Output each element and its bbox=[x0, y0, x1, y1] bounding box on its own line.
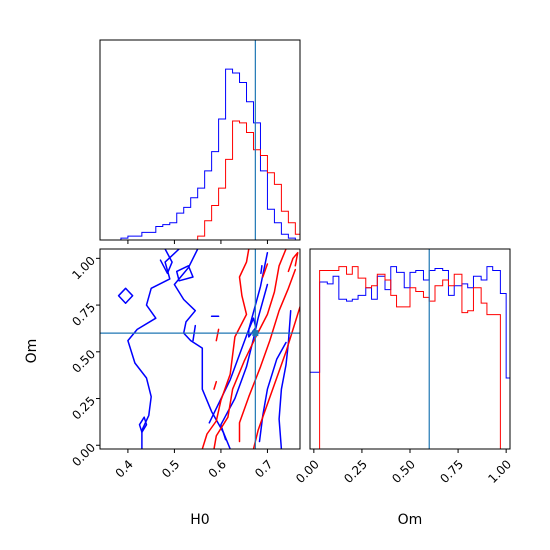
contour-y-tick-label-2: 0.50 bbox=[69, 347, 98, 376]
h0-histogram-panel bbox=[99, 39, 301, 244]
contour-line-1 bbox=[173, 249, 231, 449]
contour-x-tick-label-2: 0.6 bbox=[206, 457, 229, 480]
contour-line-15 bbox=[213, 249, 287, 449]
contour-x-tick-label-1: 0.5 bbox=[159, 457, 182, 480]
contour-line-21 bbox=[215, 328, 220, 342]
contour-axes-frame bbox=[99, 248, 301, 450]
om-x-tick-label-4: 1.00 bbox=[485, 457, 514, 486]
contour-y-tick-label-0: 0.00 bbox=[69, 440, 98, 469]
contour-line-19 bbox=[262, 263, 269, 278]
contour-y-tick-label-1: 0.25 bbox=[69, 394, 98, 423]
h0-axes-frame bbox=[99, 39, 301, 241]
om-hist-series-1 bbox=[310, 266, 510, 450]
contour-line-3 bbox=[220, 283, 269, 441]
contour-line-7 bbox=[117, 287, 134, 304]
contour-line-16 bbox=[238, 268, 297, 443]
contour-y-tick-label-3: 0.75 bbox=[69, 300, 98, 329]
om-x-tick-label-3: 0.75 bbox=[437, 457, 466, 486]
contour-lines-group bbox=[117, 249, 300, 449]
contour-line-14 bbox=[201, 249, 250, 449]
contour-line-4 bbox=[278, 309, 292, 449]
contour-x-tick-label-3: 0.7 bbox=[252, 457, 275, 480]
contour-line-17 bbox=[252, 306, 300, 449]
h0-om-contour-panel: 0.4 0.5 0.6 0.7 0.00 0.25 0.50 0.75 1.00 bbox=[69, 248, 301, 481]
contour-line-12 bbox=[260, 265, 263, 275]
contour-line-18 bbox=[287, 251, 299, 273]
contour-line-2 bbox=[208, 251, 269, 424]
truth-marker bbox=[252, 330, 259, 337]
contour-line-8 bbox=[175, 265, 194, 282]
om-histogram-panel: 0.00 0.25 0.50 0.75 1.00 bbox=[293, 248, 514, 486]
contour-y-tick-label-4: 1.00 bbox=[69, 254, 98, 283]
om-x-tick-label-1: 0.25 bbox=[341, 457, 370, 486]
x-axis-label-om: Om bbox=[398, 512, 423, 528]
contour-x-tick-label-0: 0.4 bbox=[113, 457, 136, 480]
om-x-tick-label-2: 0.50 bbox=[389, 457, 418, 486]
x-axis-label-h0: H0 bbox=[190, 512, 209, 528]
om-x-tick-label-0: 0.00 bbox=[293, 457, 322, 486]
y-axis-label-om: Om bbox=[24, 339, 40, 364]
contour-line-0 bbox=[127, 249, 180, 449]
contour-line-5 bbox=[258, 341, 287, 443]
om-hist-series-0 bbox=[309, 266, 511, 449]
contour-line-20 bbox=[213, 380, 218, 390]
contour-line-9 bbox=[138, 416, 148, 433]
h0-hist-series-1 bbox=[100, 120, 301, 241]
contour-line-6 bbox=[159, 249, 173, 275]
h0-hist-series-0 bbox=[100, 68, 300, 241]
